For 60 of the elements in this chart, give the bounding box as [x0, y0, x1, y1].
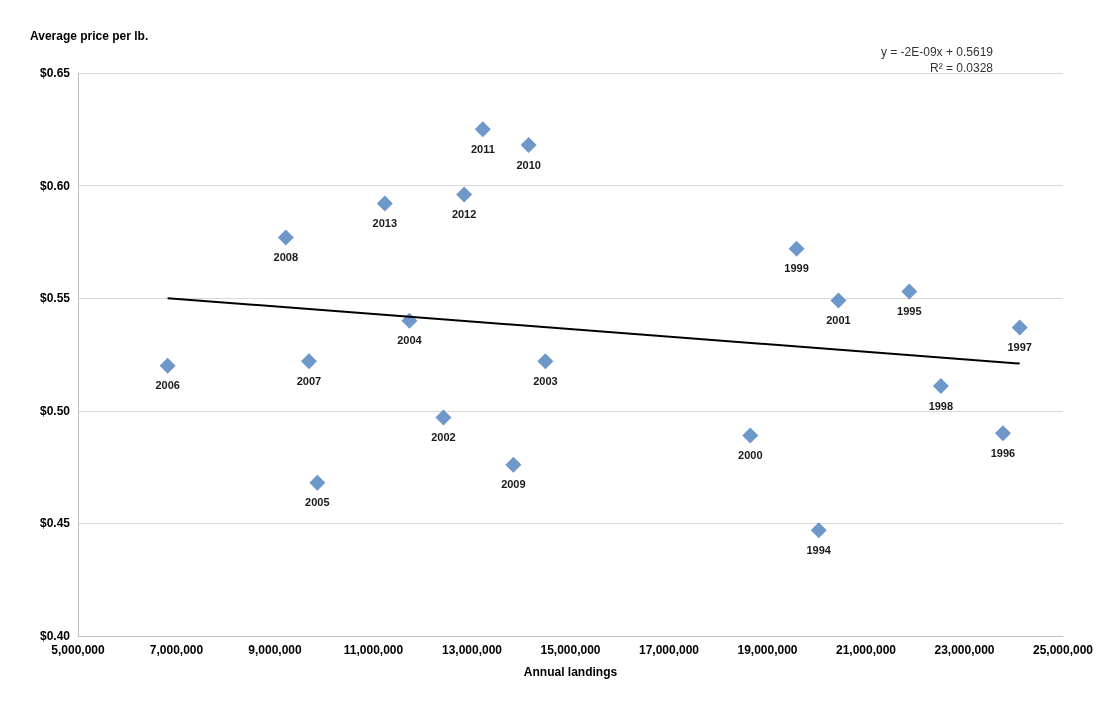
- point: [932, 378, 949, 395]
- point: [830, 292, 847, 309]
- annotation: 2001: [826, 313, 851, 326]
- y-tick-label: $0.55: [39, 291, 71, 306]
- annotation: 2005: [305, 496, 330, 509]
- annotation: 2000: [738, 449, 763, 462]
- annotation: 2012: [451, 208, 477, 221]
- point: [788, 240, 805, 257]
- annotation: 2002: [431, 431, 456, 444]
- y-tick-label: $0.45: [39, 516, 71, 531]
- x-tick-label: 9,000,000: [248, 643, 303, 657]
- x-tick-label: 13,000,000: [441, 643, 503, 657]
- x-tick-label: 19,000,000: [737, 643, 798, 657]
- point: [742, 427, 759, 444]
- point: [277, 229, 294, 246]
- x-tick-label: 17,000,000: [638, 643, 700, 657]
- annotation: 1998: [928, 399, 954, 412]
- point: [474, 121, 491, 138]
- annotation: 1996: [990, 446, 1016, 459]
- point: [456, 186, 473, 203]
- annotation: 2006: [155, 379, 180, 392]
- y-tick-label: $0.50: [39, 403, 71, 418]
- annotation: 2007: [296, 374, 322, 387]
- text: y = -2E-09x + 0.5619: [880, 45, 994, 59]
- annotation: 1994: [806, 543, 832, 556]
- point: [537, 353, 554, 370]
- annotation: 2013: [372, 217, 398, 230]
- x-tick-label: 21,000,000: [835, 643, 897, 657]
- annotation: 2003: [533, 374, 558, 387]
- annotation: 2011: [470, 142, 495, 155]
- point: [505, 456, 522, 473]
- x-tick-label: 11,000,000: [343, 643, 404, 657]
- x-tick-label: 15,000,000: [540, 643, 601, 657]
- y-tick-label: $0.60: [39, 178, 71, 193]
- y-axis-title: Average price per lb.: [30, 29, 149, 43]
- annotation: 1999: [784, 262, 809, 275]
- y-tick-label: $0.40: [39, 629, 71, 643]
- y-tick-label: $0.65: [39, 66, 71, 80]
- annotation: 1997: [1007, 340, 1032, 353]
- point: [994, 425, 1011, 442]
- x-tick-label: 5,000,000: [51, 643, 106, 657]
- point: [159, 357, 176, 374]
- annotation: 2009: [501, 478, 526, 491]
- x-tick-label: 7,000,000: [149, 643, 204, 657]
- x-tick-label: 23,000,000: [934, 643, 995, 657]
- annotation: 1995: [897, 304, 922, 317]
- x-axis-title: Annual landings: [523, 665, 618, 679]
- point: [810, 522, 827, 539]
- point: [376, 195, 393, 212]
- annotation: 2010: [516, 158, 541, 171]
- annotation: R² = 0.0328: [929, 61, 994, 75]
- point: [435, 409, 452, 426]
- point: [901, 283, 918, 300]
- point: [1011, 319, 1028, 336]
- point: [300, 353, 317, 370]
- annotation: 2008: [273, 250, 299, 263]
- x-tick-label: 25,000,000: [1032, 643, 1094, 657]
- point: [520, 137, 537, 154]
- annotation: 2004: [397, 334, 423, 347]
- point: [309, 474, 326, 491]
